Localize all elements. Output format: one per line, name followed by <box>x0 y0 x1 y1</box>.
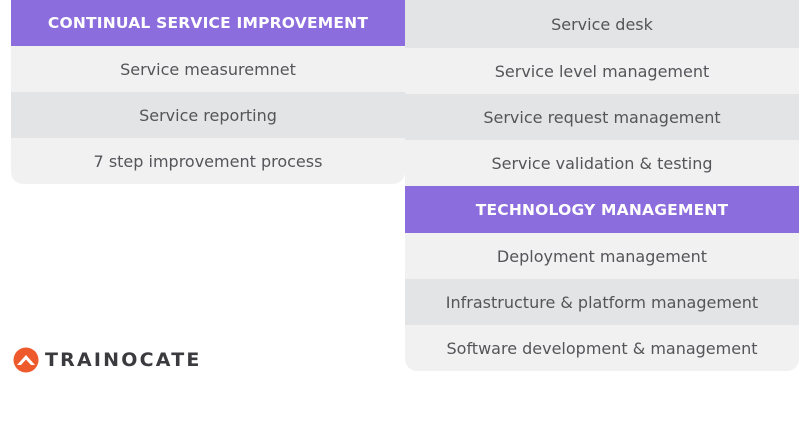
practice-item: Service measuremnet <box>11 46 405 92</box>
service-management-column: Service desk Service level management Se… <box>405 0 799 371</box>
trainocate-mountain-icon <box>13 347 39 373</box>
trainocate-logo: TRAINOCATE <box>13 347 202 373</box>
practice-item: Service validation & testing <box>405 140 799 186</box>
practice-item: Service reporting <box>11 92 405 138</box>
logo-text: TRAINOCATE <box>45 349 202 371</box>
continual-service-improvement-column: CONTINUAL SERVICE IMPROVEMENT Service me… <box>11 0 405 184</box>
practice-item: Service level management <box>405 48 799 94</box>
practice-item: Infrastructure & platform management <box>405 279 799 325</box>
practice-item: Service request management <box>405 94 799 140</box>
continual-service-improvement-header: CONTINUAL SERVICE IMPROVEMENT <box>11 0 405 46</box>
technology-management-header: TECHNOLOGY MANAGEMENT <box>405 186 799 233</box>
practice-item: Service desk <box>405 0 799 48</box>
practice-item: 7 step improvement process <box>11 138 405 184</box>
practice-item: Deployment management <box>405 233 799 279</box>
practice-item: Software development & management <box>405 325 799 371</box>
